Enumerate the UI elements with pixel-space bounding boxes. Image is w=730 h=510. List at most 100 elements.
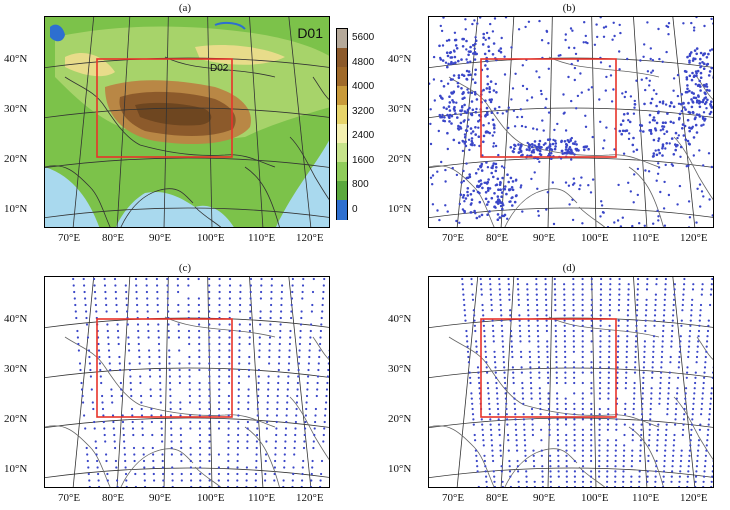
station-dot: [684, 392, 687, 395]
station-dot: [573, 423, 576, 426]
station-dot: [248, 323, 252, 326]
colorbar-segment: [337, 143, 347, 163]
station-dot: [691, 418, 694, 421]
station-dot: [696, 345, 699, 348]
station-dot: [169, 394, 172, 398]
station-dot: [268, 362, 271, 365]
station-dot: [496, 407, 500, 411]
station-dot: [507, 288, 511, 291]
station-dot: [670, 480, 673, 483]
station-dot: [572, 350, 575, 353]
station-dot: [227, 472, 230, 476]
station-dot: [655, 449, 659, 452]
station-dot: [647, 454, 650, 457]
station-dot: [187, 277, 190, 281]
station-dot: [583, 21, 586, 24]
station-dot: [301, 479, 304, 482]
station-dot: [556, 428, 559, 431]
station-dot: [502, 204, 505, 207]
station-dot: [630, 465, 633, 468]
station-dot: [275, 420, 278, 424]
panel-c-title: (c): [178, 262, 192, 274]
station-dot: [591, 135, 594, 139]
station-dot: [635, 79, 638, 82]
station-dot: [144, 485, 147, 487]
station-dot: [115, 303, 118, 307]
station-dot: [707, 152, 711, 155]
station-dot: [521, 397, 525, 400]
station-dot: [662, 125, 666, 128]
station-dot: [488, 413, 491, 416]
station-dot: [663, 459, 666, 463]
station-dot: [709, 293, 712, 296]
station-dot: [648, 439, 651, 442]
station-dot: [257, 394, 260, 398]
colorbar-tick: 4000: [352, 81, 375, 92]
station-dot: [472, 189, 475, 193]
station-map-d: [429, 277, 713, 487]
station-dot: [581, 392, 584, 395]
station-dot: [504, 17, 508, 19]
station-dot: [644, 88, 647, 92]
station-dot: [472, 309, 475, 312]
station-dot: [540, 439, 543, 442]
station-dot: [565, 439, 568, 442]
station-dot: [492, 123, 496, 126]
station-dot: [676, 387, 679, 390]
station-dot: [616, 355, 619, 359]
station-dot: [537, 214, 540, 217]
station-dot: [565, 459, 568, 463]
station-dot: [689, 319, 692, 322]
station-dot: [654, 470, 657, 473]
station-dot: [536, 157, 539, 160]
station-dot: [545, 208, 548, 211]
station-dot: [542, 129, 545, 132]
station-dot: [208, 277, 211, 281]
station-dot: [278, 349, 281, 352]
station-dot: [545, 29, 548, 33]
station-dot: [546, 191, 549, 194]
station-dot: [634, 361, 637, 364]
station-dot: [676, 392, 679, 395]
station-dot: [494, 144, 498, 148]
station-dot: [162, 472, 165, 476]
station-dot: [188, 355, 191, 359]
station-dot: [627, 288, 630, 291]
station-dot: [321, 303, 324, 307]
station-dot: [227, 394, 230, 398]
station-dot: [548, 428, 551, 431]
station-dot: [114, 290, 117, 294]
station-dot: [73, 297, 76, 300]
station-dot: [712, 371, 713, 374]
colorbar-segment: [337, 86, 347, 106]
station-dot: [237, 381, 240, 385]
station-dot: [208, 479, 211, 482]
station-dot: [642, 381, 645, 385]
station-dot: [610, 100, 614, 103]
station-dot: [228, 297, 231, 300]
station-dot: [533, 144, 536, 147]
station-dot: [499, 298, 502, 301]
station-dot: [535, 147, 539, 151]
station-dot: [573, 449, 576, 452]
station-dot: [87, 349, 91, 352]
station-dot: [556, 413, 559, 416]
station-dot: [248, 342, 251, 346]
station-dot: [247, 401, 250, 404]
inner-domain-label: D02: [210, 63, 229, 74]
station-dot: [141, 433, 144, 437]
station-dot: [130, 407, 134, 411]
station-dot: [683, 413, 686, 416]
station-dot: [669, 355, 672, 359]
station-dot: [156, 310, 159, 313]
station-dot: [228, 355, 231, 359]
station-dot: [138, 362, 141, 365]
station-dot: [75, 316, 78, 320]
station-dot: [488, 407, 491, 411]
station-dot: [145, 284, 148, 287]
station-dot: [246, 446, 249, 450]
station-dot: [208, 362, 211, 365]
station-dot: [517, 303, 520, 307]
station-dot: [483, 454, 486, 457]
station-dot: [156, 290, 159, 294]
